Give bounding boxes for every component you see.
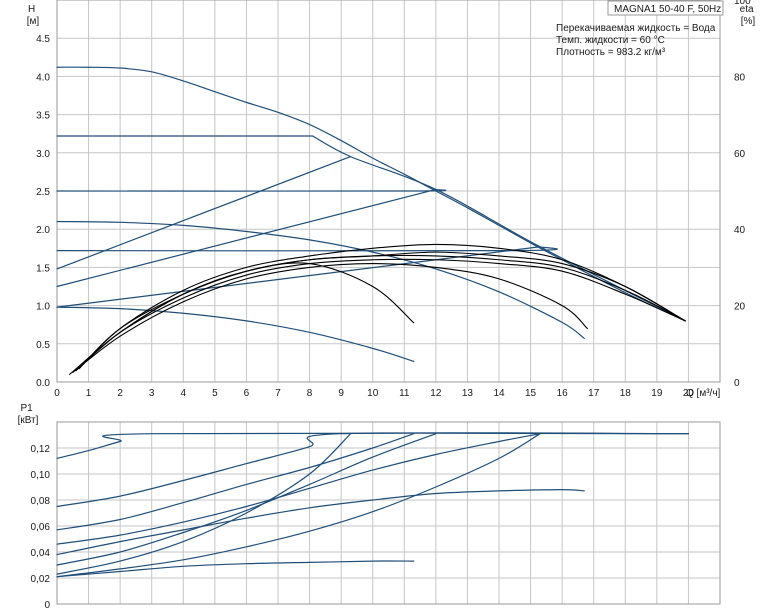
head-axis-label-line2: [м] — [27, 16, 40, 27]
x-tick-label: 15 — [525, 388, 537, 399]
power-curve-2 — [56, 432, 690, 508]
power-curve-9 — [56, 560, 415, 578]
power-curve-6 — [56, 433, 541, 545]
x-tick-label: 16 — [557, 388, 569, 399]
flow-x-ticks: 0 1 2 3 4 5 6 7 8 9 10 11 12 13 14 15 16 17 18 19 20 — [54, 388, 694, 399]
eta-axis-label: eta [%] — [740, 4, 757, 27]
head-y-tick-label: 4.5 — [36, 34, 50, 45]
power-curve-4 — [56, 433, 415, 531]
power-y-tick-label: 0,08 — [31, 496, 51, 507]
efficiency-curves — [69, 243, 686, 375]
x-tick-label: 20 — [683, 388, 695, 399]
efficiency-curve-2 — [72, 263, 588, 373]
head-axis-label-line1: H — [28, 4, 35, 15]
head-curve-7 — [56, 246, 558, 252]
x-tick-label: 8 — [307, 388, 313, 399]
x-tick-label: 1 — [86, 388, 92, 399]
eta-y-tick-label: 100 — [734, 0, 751, 7]
eta-y-tick-label: 0 — [734, 378, 740, 389]
head-curve-6 — [56, 188, 437, 288]
head-curve-3 — [312, 135, 686, 322]
head-y-tick-label: 0.5 — [36, 340, 50, 351]
head-curve-1 — [56, 66, 686, 322]
eta-y-tick-label: 80 — [734, 72, 746, 83]
power-curve-7 — [56, 433, 541, 578]
x-tick-label: 4 — [181, 388, 187, 399]
info-temperature: Темп. жидкости = 60 °C — [556, 35, 665, 46]
x-tick-label: 7 — [275, 388, 281, 399]
x-tick-label: 19 — [651, 388, 663, 399]
eta-y-tick-label: 40 — [734, 225, 746, 236]
x-tick-label: 0 — [54, 388, 60, 399]
x-tick-label: 12 — [430, 388, 442, 399]
x-tick-label: 9 — [338, 388, 344, 399]
head-y-tick-label: 0.0 — [36, 378, 50, 389]
head-y-tick-label: 3.0 — [36, 149, 50, 160]
power-y-tick-label: 0,04 — [31, 548, 51, 559]
efficiency-curve-6 — [75, 251, 686, 372]
x-tick-label: 2 — [117, 388, 123, 399]
head-y-tick-label: 1.5 — [36, 263, 50, 274]
head-curve-10 — [56, 306, 415, 362]
power-y-tick-label: 0,10 — [31, 470, 51, 481]
power-y-ticks: 0 0,02 0,04 0,06 0,08 0,10 0,12 — [31, 444, 51, 611]
x-tick-label: 13 — [462, 388, 474, 399]
head-y-tick-label: 3.5 — [36, 111, 50, 122]
x-tick-label: 5 — [212, 388, 218, 399]
power-axis-label-line1: P1 — [20, 403, 33, 414]
x-tick-label: 17 — [588, 388, 600, 399]
power-y-tick-label: 0,02 — [31, 574, 51, 585]
x-tick-label: 11 — [399, 388, 410, 399]
x-tick-label: 10 — [367, 388, 379, 399]
power-axis-label: P1 [кВт] — [18, 403, 39, 426]
power-chart-frame — [56, 421, 721, 605]
eta-axis-label-line1: eta — [740, 4, 754, 15]
power-y-tick-label: 0,06 — [31, 522, 51, 533]
head-y-tick-label: 4.0 — [36, 72, 50, 83]
power-curve-3 — [56, 433, 352, 575]
flow-axis-label: Q [м³/ч] — [686, 388, 721, 399]
power-curves — [56, 432, 690, 578]
title-box — [607, 0, 724, 16]
power-curve-8 — [56, 489, 585, 556]
power-curve-5 — [56, 433, 437, 566]
head-axis-label: H [м] — [27, 4, 40, 27]
info-density: Плотность = 983.2 кг/м³ — [556, 47, 666, 58]
info-fluid: Перекачиваемая жидкость = Вода — [556, 23, 716, 34]
eta-axis-label-line2: [%] — [741, 16, 756, 27]
efficiency-curve-5 — [78, 243, 686, 370]
eta-y-ticks: 0 20 40 60 80 100 — [734, 0, 751, 389]
head-y-ticks: 0.0 0.5 1.0 1.5 2.0 2.5 3.0 3.5 4.0 4.5 — [36, 34, 50, 389]
chart-title: MAGNA1 50-40 F, 50Hz — [614, 4, 721, 15]
x-tick-label: 18 — [620, 388, 632, 399]
head-curve-5 — [56, 188, 447, 192]
x-tick-label: 3 — [149, 388, 155, 399]
head-y-tick-label: 1.0 — [36, 302, 50, 313]
power-y-tick-label: 0 — [44, 600, 50, 611]
head-curve-9 — [56, 220, 585, 340]
eta-y-tick-label: 20 — [734, 302, 746, 313]
x-tick-label: 6 — [244, 388, 250, 399]
power-y-tick-label: 0,12 — [31, 444, 51, 455]
eta-y-tick-label: 60 — [734, 149, 746, 160]
power-axis-label-line2: [кВт] — [18, 415, 39, 426]
head-y-tick-label: 2.5 — [36, 187, 50, 198]
x-tick-label: 14 — [493, 388, 505, 399]
head-y-tick-label: 2.0 — [36, 225, 50, 236]
efficiency-curve-3 — [75, 258, 686, 372]
